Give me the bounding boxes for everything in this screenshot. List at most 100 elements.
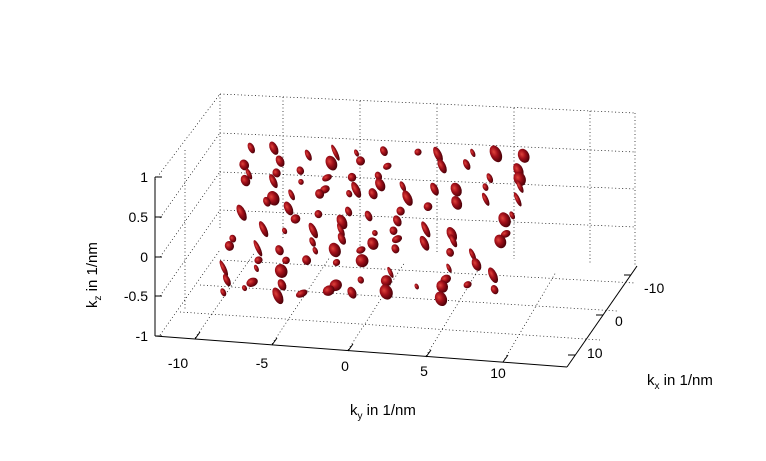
isosurface-blob bbox=[275, 245, 284, 256]
isosurface-blob bbox=[220, 288, 227, 297]
isosurface-blob bbox=[462, 159, 471, 170]
z-tick-label: 0 bbox=[140, 249, 148, 265]
isosurface-blobs bbox=[219, 141, 530, 307]
isosurface-blob bbox=[253, 240, 263, 257]
isosurface-blob bbox=[372, 230, 378, 236]
isosurface-blob bbox=[332, 258, 341, 267]
isosurface-blob bbox=[239, 159, 250, 171]
isosurface-blob bbox=[517, 148, 530, 163]
z-tick-label: 0.5 bbox=[129, 209, 149, 225]
isosurface-blob bbox=[421, 221, 431, 238]
isosurface-blob bbox=[298, 178, 304, 185]
isosurface-blob bbox=[414, 283, 419, 290]
isosurface-blob bbox=[481, 192, 490, 206]
isosurface-blob bbox=[282, 256, 290, 265]
isosurface-blob bbox=[245, 168, 253, 180]
isosurface-blob bbox=[468, 248, 477, 261]
y-tick-label: -5 bbox=[256, 355, 269, 371]
y-tick-label: 10 bbox=[490, 365, 506, 381]
isosurface-blob bbox=[314, 210, 323, 219]
z-tick-label: 1 bbox=[140, 169, 148, 185]
isosurface-blob bbox=[389, 226, 398, 235]
isosurface-blob bbox=[247, 142, 256, 154]
isosurface-blob bbox=[277, 279, 287, 291]
isosurface-blob bbox=[437, 159, 447, 174]
isosurface-blob bbox=[392, 215, 402, 227]
isosurface-blob bbox=[486, 173, 494, 183]
isosurface-blob bbox=[380, 275, 392, 287]
isosurface-blob bbox=[296, 166, 305, 175]
z-tick-labels: 1 0.5 0 -0.5 -1 bbox=[124, 169, 148, 344]
isosurface-blob bbox=[379, 146, 388, 156]
isosurface-blob bbox=[367, 237, 379, 250]
isosurface-blob bbox=[241, 285, 248, 292]
isosurface-blob bbox=[487, 267, 499, 283]
isosurface-blob bbox=[364, 210, 373, 222]
isosurface-blob bbox=[414, 148, 422, 156]
isosurface-blob bbox=[436, 280, 449, 293]
isosurface-blob bbox=[451, 196, 463, 210]
isosurface-blob bbox=[434, 291, 448, 307]
isosurface-blob bbox=[347, 286, 357, 299]
isosurface-blob bbox=[450, 182, 462, 197]
isosurface-blob bbox=[346, 190, 353, 198]
isosurface-blob bbox=[356, 156, 365, 166]
isosurface-blob bbox=[387, 266, 394, 278]
isosurface-blob bbox=[219, 260, 229, 277]
isosurface-blob bbox=[433, 146, 443, 163]
isosurface-blob bbox=[375, 178, 386, 192]
isosurface-blob bbox=[396, 206, 405, 216]
isosurface-blob bbox=[309, 237, 316, 247]
isosurface-blob bbox=[331, 144, 340, 161]
isosurface-blob bbox=[498, 212, 511, 228]
isosurface-blob bbox=[379, 284, 393, 300]
isosurface-blob bbox=[253, 264, 259, 273]
isosurface-blob bbox=[269, 141, 279, 155]
isosurface-blob bbox=[368, 188, 378, 200]
isosurface-blob bbox=[500, 230, 511, 238]
isosurface-blob bbox=[281, 227, 288, 235]
isosurface-blob bbox=[490, 284, 499, 295]
z-tick-label: -0.5 bbox=[124, 288, 148, 304]
isosurface-blob bbox=[229, 234, 237, 243]
y-tick-labels: -10 -5 0 5 10 bbox=[168, 355, 506, 381]
isosurface-blob bbox=[222, 273, 231, 287]
isosurface-blob bbox=[355, 254, 369, 268]
y-axis-label: ky in 1/nm bbox=[350, 402, 416, 422]
isosurface-blob bbox=[272, 168, 281, 178]
isosurface-blob bbox=[275, 155, 285, 167]
isosurface-blob bbox=[322, 174, 332, 182]
z-axis-label: kz in 1/nm bbox=[84, 242, 104, 308]
isosurface-blob bbox=[419, 235, 430, 251]
isosurface-blob bbox=[224, 240, 234, 251]
isosurface-blob bbox=[283, 201, 294, 216]
isosurface-blob bbox=[354, 149, 359, 157]
isosurface-blob bbox=[356, 246, 366, 254]
isosurface-blob bbox=[315, 189, 325, 199]
x-tick-label: 10 bbox=[587, 345, 603, 361]
isosurface-blob bbox=[423, 202, 433, 211]
isosurface-blob bbox=[269, 174, 278, 189]
isosurface-blob bbox=[258, 221, 269, 238]
isosurface-blob bbox=[347, 172, 357, 182]
y-tick-label: 0 bbox=[341, 358, 349, 374]
isosurface-blob bbox=[304, 149, 312, 161]
isosurface-blob bbox=[295, 289, 308, 298]
isosurface-blob bbox=[471, 257, 482, 271]
isosurface-blob bbox=[246, 277, 258, 288]
x-axis-label: kx in 1/nm bbox=[647, 372, 713, 392]
isosurface-blob bbox=[274, 264, 288, 278]
isosurface-blob bbox=[337, 232, 347, 245]
isosurface-blob bbox=[290, 214, 301, 224]
isosurface-blob bbox=[254, 256, 263, 265]
isosurface-blob bbox=[430, 182, 439, 196]
isosurface-blob bbox=[236, 204, 247, 221]
isosurface-blob bbox=[308, 222, 319, 239]
isosurface-blob bbox=[322, 285, 335, 296]
y-tick-label: -10 bbox=[168, 355, 188, 371]
isosurface-blob bbox=[509, 211, 516, 220]
y-tick-label: 5 bbox=[420, 363, 428, 379]
isosurface-blob bbox=[328, 242, 341, 258]
